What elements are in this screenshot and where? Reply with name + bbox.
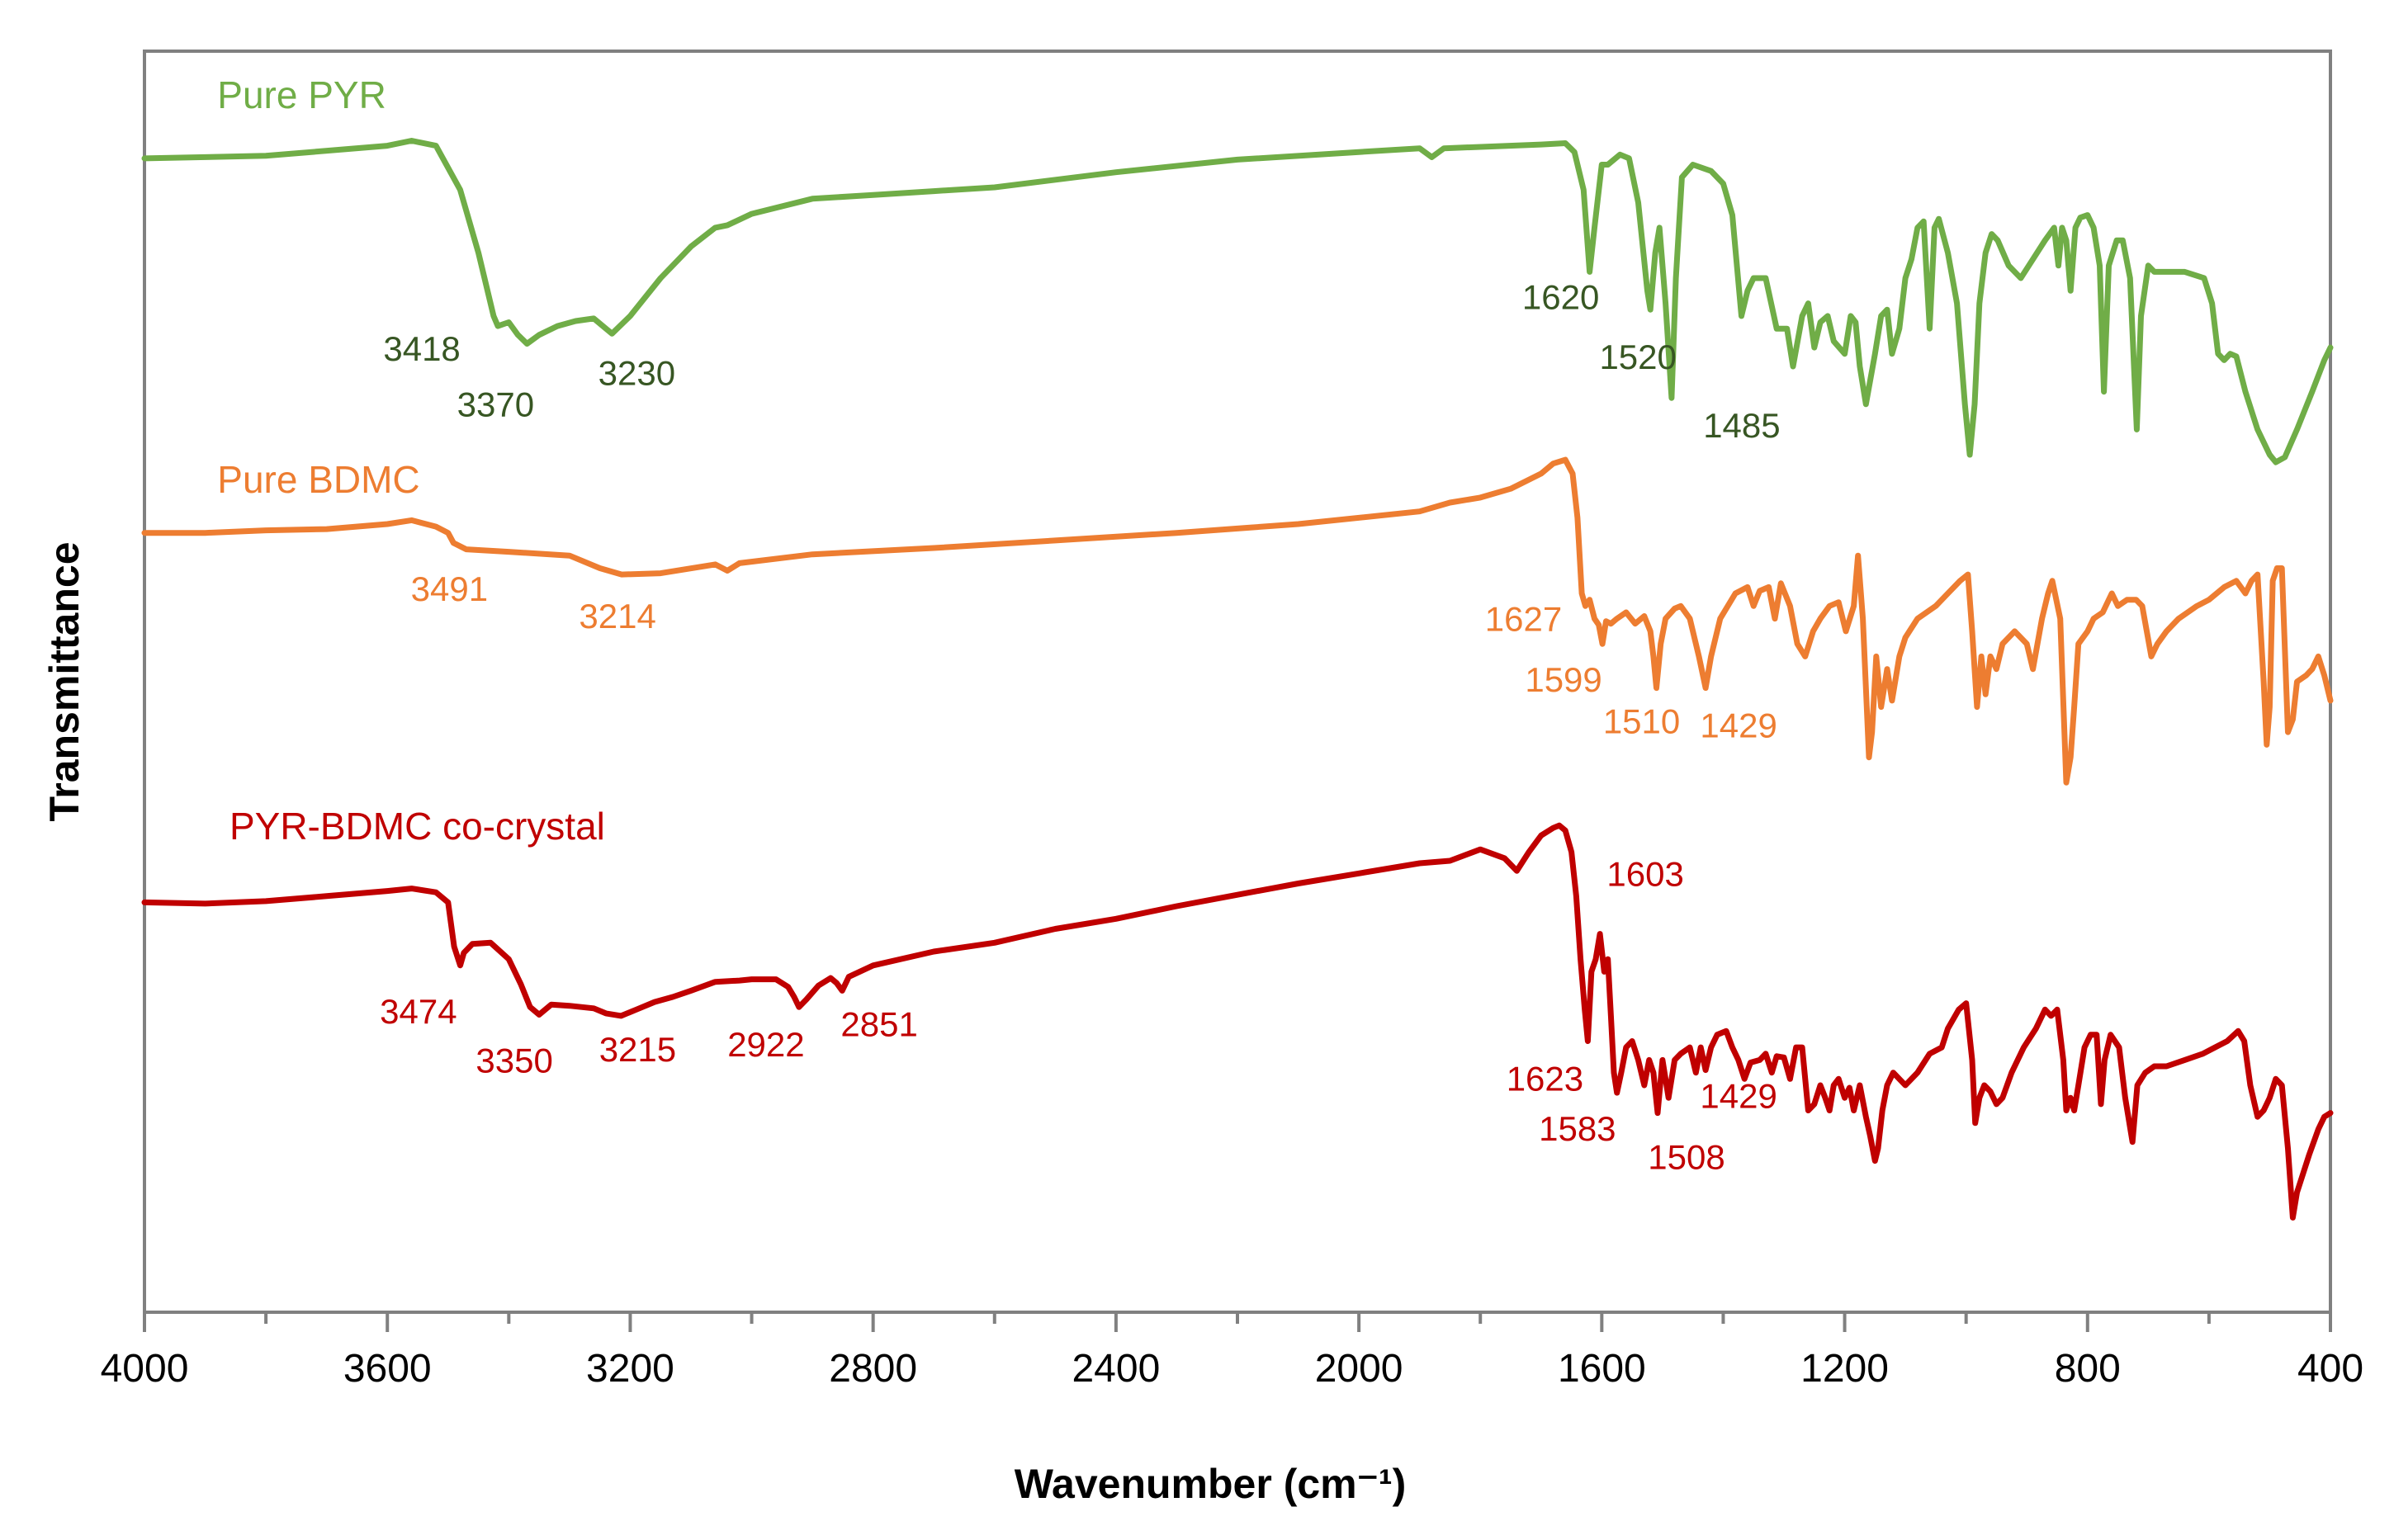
series-lines: [141, 138, 2334, 1221]
peak-label: 1599: [1525, 660, 1602, 699]
peak-label: 1510: [1603, 702, 1680, 741]
peak-label: 1627: [1485, 599, 1562, 638]
peak-label: 3214: [579, 597, 655, 635]
series-name-label: Pure PYR: [217, 73, 386, 116]
peak-label: 3474: [380, 992, 457, 1031]
series-line-0: [141, 138, 2334, 465]
x-tick-label: 2800: [829, 1347, 917, 1391]
peak-label: 3491: [411, 569, 488, 608]
x-tick-label: 1200: [1800, 1347, 1889, 1391]
x-axis-tick-labels: 4000 3600 3200 2800 2400 2000 1600 1200 800 400: [101, 1347, 2363, 1391]
y-axis-title: Transmittance: [41, 541, 88, 821]
series-name-label: Pure BDMC: [217, 458, 419, 501]
series-line-2: [141, 822, 2334, 1221]
peak-label: 3418: [383, 329, 460, 368]
peak-label: 1603: [1606, 855, 1683, 894]
peak-label: 1583: [1539, 1109, 1616, 1148]
x-tick-label: 3600: [343, 1347, 432, 1391]
peak-label: 1429: [1700, 706, 1777, 745]
peak-label: 1520: [1599, 338, 1676, 376]
x-tick-label: 2000: [1315, 1347, 1403, 1391]
peak-label: 1508: [1648, 1138, 1725, 1177]
peak-label: 1620: [1522, 277, 1599, 316]
x-axis-title: Wavenumber (cm⁻¹): [1015, 1461, 1407, 1507]
peak-label: 3230: [598, 353, 675, 392]
peak-label: 3370: [457, 385, 534, 423]
peak-label: 3215: [599, 1030, 676, 1069]
series-name-label: PYR-BDMC co-crystal: [229, 805, 605, 848]
x-tick-label: 3200: [586, 1347, 674, 1391]
x-tick-label: 800: [2055, 1347, 2121, 1391]
peak-label: 3350: [475, 1041, 552, 1079]
x-tick-label: 400: [2297, 1347, 2363, 1391]
x-tick-label: 2400: [1072, 1347, 1160, 1391]
x-tick-label: 4000: [101, 1347, 189, 1391]
series-names: Pure PYR Pure BDMC PYR-BDMC co-crystal: [217, 73, 605, 848]
peak-label: 2922: [727, 1025, 804, 1064]
x-tick-label: 1600: [1558, 1347, 1646, 1391]
peak-label: 2851: [840, 1004, 917, 1043]
x-axis-ticks: [143, 1312, 2332, 1332]
peak-label: 1485: [1703, 406, 1780, 445]
peak-label: 1429: [1700, 1077, 1777, 1116]
series-line-1: [141, 456, 2334, 786]
peak-label: 1623: [1507, 1059, 1583, 1098]
